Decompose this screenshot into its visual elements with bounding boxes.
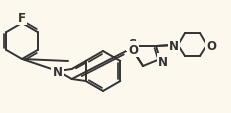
Text: N: N: [169, 39, 179, 52]
Text: N: N: [158, 55, 168, 68]
Text: N: N: [53, 65, 63, 78]
Text: O: O: [206, 39, 216, 52]
Text: S: S: [128, 37, 136, 50]
Text: F: F: [18, 11, 26, 24]
Text: O: O: [128, 43, 138, 56]
